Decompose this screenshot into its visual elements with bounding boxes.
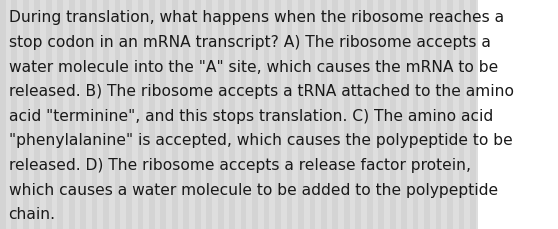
Bar: [172, 0, 177, 229]
Bar: [92, 0, 98, 229]
Bar: [57, 0, 63, 229]
Bar: [6, 0, 12, 229]
Bar: [40, 0, 46, 229]
Bar: [63, 0, 69, 229]
Bar: [35, 0, 40, 229]
Bar: [189, 0, 195, 229]
Bar: [418, 0, 424, 229]
Bar: [401, 0, 407, 229]
Bar: [51, 0, 57, 229]
Bar: [464, 0, 470, 229]
Bar: [430, 0, 436, 229]
Bar: [46, 0, 51, 229]
Bar: [264, 0, 270, 229]
Bar: [275, 0, 281, 229]
Bar: [166, 0, 172, 229]
Text: released. B) The ribosome accepts a tRNA attached to the amino: released. B) The ribosome accepts a tRNA…: [8, 84, 513, 99]
Bar: [321, 0, 327, 229]
Bar: [86, 0, 92, 229]
Bar: [390, 0, 396, 229]
Bar: [212, 0, 218, 229]
Bar: [206, 0, 212, 229]
Text: chain.: chain.: [8, 206, 56, 221]
Bar: [224, 0, 229, 229]
Bar: [441, 0, 447, 229]
Bar: [333, 0, 338, 229]
Text: which causes a water molecule to be added to the polypeptide: which causes a water molecule to be adde…: [8, 182, 498, 197]
Bar: [75, 0, 80, 229]
Bar: [310, 0, 315, 229]
Bar: [177, 0, 184, 229]
Text: released. D) The ribosome accepts a release factor protein,: released. D) The ribosome accepts a rele…: [8, 157, 470, 172]
Bar: [447, 0, 453, 229]
Bar: [98, 0, 103, 229]
Bar: [201, 0, 206, 229]
Bar: [355, 0, 361, 229]
Bar: [476, 0, 482, 229]
Bar: [109, 0, 114, 229]
Bar: [252, 0, 258, 229]
Bar: [304, 0, 310, 229]
Bar: [281, 0, 287, 229]
Text: water molecule into the "A" site, which causes the mRNA to be: water molecule into the "A" site, which …: [8, 59, 498, 74]
Bar: [344, 0, 350, 229]
Bar: [161, 0, 166, 229]
Bar: [373, 0, 378, 229]
Bar: [338, 0, 344, 229]
Bar: [17, 0, 23, 229]
Text: stop codon in an mRNA transcript? A) The ribosome accepts a: stop codon in an mRNA transcript? A) The…: [8, 35, 490, 50]
Bar: [0, 0, 6, 229]
Bar: [470, 0, 476, 229]
Bar: [121, 0, 126, 229]
Bar: [315, 0, 321, 229]
Bar: [424, 0, 430, 229]
Bar: [103, 0, 109, 229]
Text: "phenylalanine" is accepted, which causes the polypeptide to be: "phenylalanine" is accepted, which cause…: [8, 133, 512, 148]
Bar: [28, 0, 35, 229]
Bar: [229, 0, 235, 229]
Bar: [240, 0, 247, 229]
Text: acid "terminine", and this stops translation. C) The amino acid: acid "terminine", and this stops transla…: [8, 108, 493, 123]
Bar: [132, 0, 138, 229]
Bar: [298, 0, 304, 229]
Bar: [287, 0, 292, 229]
Bar: [12, 0, 17, 229]
Bar: [247, 0, 252, 229]
Bar: [361, 0, 367, 229]
Bar: [138, 0, 143, 229]
Bar: [292, 0, 298, 229]
Bar: [195, 0, 201, 229]
Bar: [413, 0, 418, 229]
Bar: [218, 0, 224, 229]
Bar: [436, 0, 441, 229]
Bar: [184, 0, 189, 229]
Bar: [350, 0, 355, 229]
Bar: [482, 0, 487, 229]
Bar: [270, 0, 275, 229]
Bar: [149, 0, 155, 229]
Bar: [453, 0, 459, 229]
Bar: [407, 0, 413, 229]
Text: During translation, what happens when the ribosome reaches a: During translation, what happens when th…: [8, 10, 504, 25]
Bar: [69, 0, 75, 229]
Bar: [327, 0, 333, 229]
Bar: [459, 0, 464, 229]
Bar: [126, 0, 132, 229]
Bar: [23, 0, 28, 229]
Bar: [378, 0, 384, 229]
Bar: [114, 0, 121, 229]
Bar: [235, 0, 240, 229]
Bar: [143, 0, 149, 229]
Bar: [258, 0, 264, 229]
Bar: [155, 0, 161, 229]
Bar: [384, 0, 390, 229]
Bar: [396, 0, 401, 229]
Bar: [367, 0, 373, 229]
Bar: [80, 0, 86, 229]
